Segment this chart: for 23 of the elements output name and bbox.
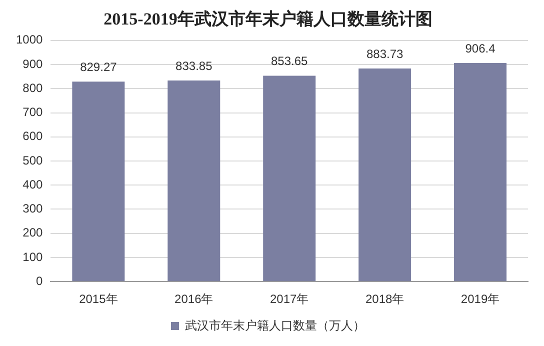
- data-label: 829.27: [80, 60, 118, 74]
- y-tick-label: 500: [22, 153, 44, 168]
- x-tick-label: 2015年: [79, 292, 118, 306]
- y-tick-label: 600: [22, 129, 44, 144]
- y-tick-label: 100: [22, 250, 44, 264]
- y-tick-label: 0: [36, 274, 44, 288]
- x-tick-label: 2018年: [365, 292, 404, 306]
- y-tick-label: 200: [22, 226, 44, 240]
- y-tick-label: 1000: [16, 32, 44, 47]
- y-tick-label: 400: [22, 177, 44, 192]
- legend-label: 武汉市年末户籍人口数量（万人）: [185, 318, 365, 332]
- y-tick-label: 700: [22, 105, 44, 120]
- data-label: 833.85: [176, 58, 213, 73]
- chart-title: 2015-2019年武汉市年末户籍人口数量统计图: [104, 10, 432, 29]
- x-tick-label: 2019年: [460, 292, 500, 306]
- data-label: 853.65: [270, 54, 308, 68]
- data-label: 906.4: [465, 41, 496, 56]
- x-tick-label: 2017年: [270, 292, 309, 306]
- x-tick-label: 2016年: [174, 292, 214, 306]
- y-tick-label: 800: [22, 80, 44, 95]
- data-label: 883.73: [366, 46, 404, 61]
- y-tick-label: 900: [22, 56, 44, 71]
- y-tick-label: 300: [22, 202, 44, 216]
